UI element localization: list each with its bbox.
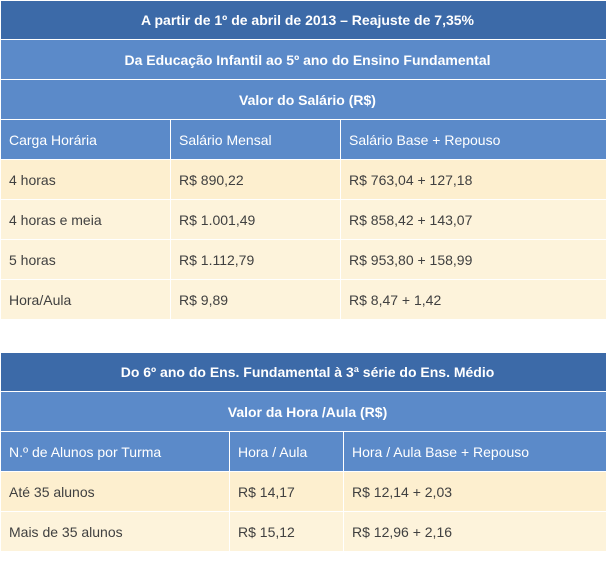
table-subtitle: Da Educação Infantil ao 5º ano do Ensino… (0, 39, 607, 80)
table-cell: R$ 953,80 + 158,99 (339, 239, 607, 280)
table-row: 5 horas R$ 1.112,79 R$ 953,80 + 158,99 (0, 239, 607, 280)
column-header: Hora / Aula Base + Repouso (343, 431, 607, 472)
table-cell: R$ 890,22 (170, 159, 341, 200)
column-header: Carga Horária (0, 119, 171, 160)
table-title: A partir de 1º de abril de 2013 – Reajus… (0, 0, 607, 40)
table-subtitle-row: Da Educação Infantil ao 5º ano do Ensino… (0, 39, 607, 80)
table-cell: R$ 8,47 + 1,42 (339, 279, 607, 320)
column-header-row: Carga Horária Salário Mensal Salário Bas… (0, 119, 607, 160)
table-cell: R$ 14,17 (229, 471, 344, 512)
section-title: Valor da Hora /Aula (R$) (0, 391, 607, 432)
section-title: Valor do Salário (R$) (0, 79, 607, 120)
table-row: Até 35 alunos R$ 14,17 R$ 12,14 + 2,03 (0, 471, 607, 512)
table-cell: 4 horas (0, 159, 171, 200)
section-title-row: Valor do Salário (R$) (0, 79, 607, 120)
section-title-row: Valor da Hora /Aula (R$) (0, 391, 607, 432)
table-row: 4 horas R$ 890,22 R$ 763,04 + 127,18 (0, 159, 607, 200)
table-row: Mais de 35 alunos R$ 15,12 R$ 12,96 + 2,… (0, 511, 607, 552)
table-cell: R$ 12,96 + 2,16 (343, 511, 607, 552)
table-cell: R$ 763,04 + 127,18 (339, 159, 607, 200)
table-cell: Mais de 35 alunos (0, 511, 230, 552)
table-cell: R$ 15,12 (229, 511, 344, 552)
salary-table-elementary: A partir de 1º de abril de 2013 – Reajus… (0, 0, 607, 320)
table-title-row: A partir de 1º de abril de 2013 – Reajus… (0, 0, 607, 40)
table-row: Hora/Aula R$ 9,89 R$ 8,47 + 1,42 (0, 279, 607, 320)
column-header-row: N.º de Alunos por Turma Hora / Aula Hora… (0, 431, 607, 472)
table-cell: R$ 1.112,79 (170, 239, 341, 280)
table-cell: R$ 9,89 (170, 279, 341, 320)
table-cell: R$ 12,14 + 2,03 (343, 471, 607, 512)
table-title: Do 6º ano do Ens. Fundamental à 3ª série… (0, 352, 607, 392)
table-row: 4 horas e meia R$ 1.001,49 R$ 858,42 + 1… (0, 199, 607, 240)
table-title-row: Do 6º ano do Ens. Fundamental à 3ª série… (0, 352, 607, 392)
column-header: Salário Mensal (170, 119, 341, 160)
table-cell: Até 35 alunos (0, 471, 230, 512)
table-cell: 4 horas e meia (0, 199, 171, 240)
column-header: N.º de Alunos por Turma (0, 431, 230, 472)
table-cell: 5 horas (0, 239, 171, 280)
column-header: Hora / Aula (229, 431, 344, 472)
table-cell: R$ 1.001,49 (170, 199, 341, 240)
column-header: Salário Base + Repouso (339, 119, 607, 160)
salary-table-secondary: Do 6º ano do Ens. Fundamental à 3ª série… (0, 352, 607, 552)
table-cell: Hora/Aula (0, 279, 171, 320)
table-cell: R$ 858,42 + 143,07 (339, 199, 607, 240)
